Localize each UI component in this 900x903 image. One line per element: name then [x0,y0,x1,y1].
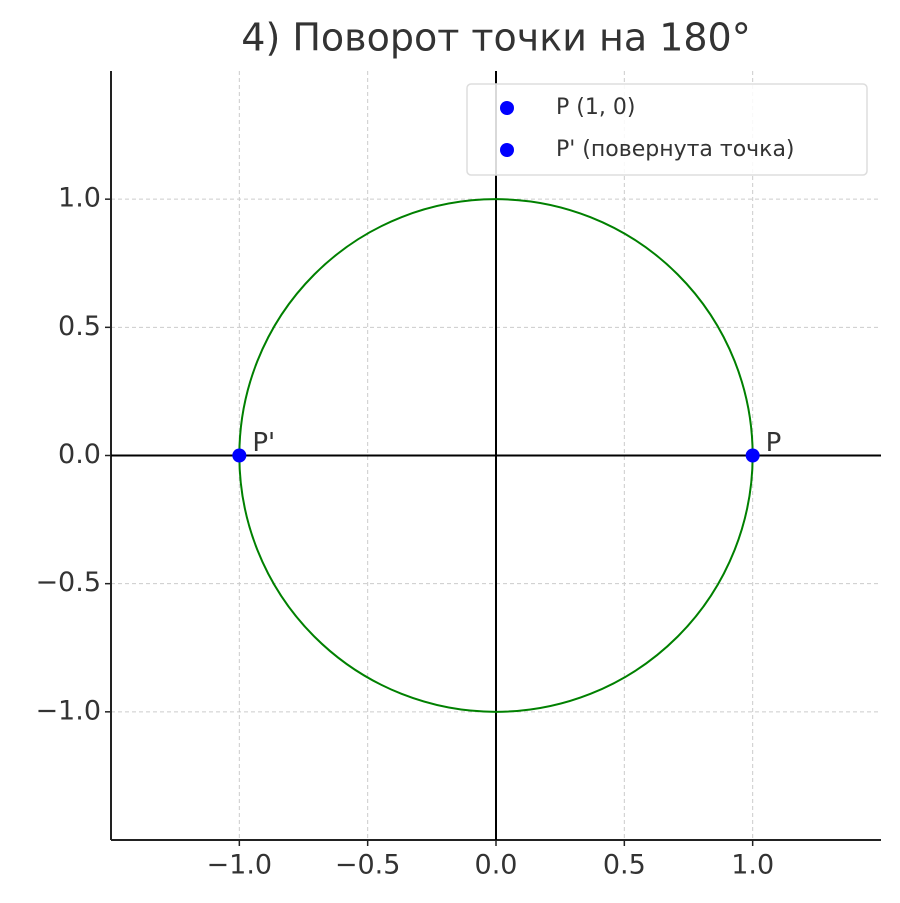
x-tick-label: 1.0 [731,850,774,881]
point-label: P' [252,428,275,458]
point-label: P [766,428,782,458]
y-tick-label: 1.0 [58,183,101,214]
legend-marker [500,143,514,157]
x-tick-label: 0.0 [475,850,518,881]
y-tick-label: −1.0 [35,695,101,726]
legend-marker [500,101,514,115]
legend-label: P' (повернута точка) [556,137,795,162]
y-tick-label: 0.5 [58,311,101,342]
point [232,448,247,463]
y-tick-label: −0.5 [35,567,101,598]
x-tick-label: −1.0 [207,850,273,881]
legend-label: P (1, 0) [556,95,635,120]
x-tick-label: −0.5 [335,850,401,881]
y-tick-label: 0.0 [58,439,101,470]
x-tick-label: 0.5 [603,850,646,881]
chart-title: 4) Поворот точки на 180° [241,16,750,60]
point [745,448,760,463]
legend-box [466,83,868,176]
legend: P (1, 0) P' (повернута точка) [466,83,868,176]
